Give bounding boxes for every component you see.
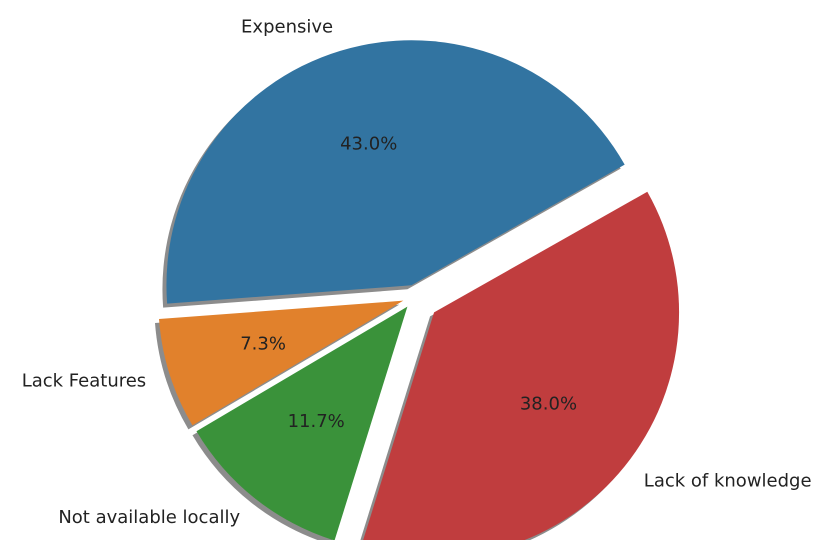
slice [159, 300, 404, 426]
value-label: 38.0% [520, 394, 577, 415]
value-label: 43.0% [340, 134, 397, 155]
value-label: 7.3% [240, 334, 286, 355]
slice [196, 306, 408, 540]
slice-label: Expensive [241, 16, 333, 37]
slice-label: Lack Features [22, 370, 147, 391]
slice-label: Not available locally [58, 507, 240, 528]
slice [166, 40, 625, 304]
slice-label: Lack of knowledge [644, 471, 812, 492]
slice [363, 191, 680, 540]
value-label: 11.7% [288, 411, 345, 432]
